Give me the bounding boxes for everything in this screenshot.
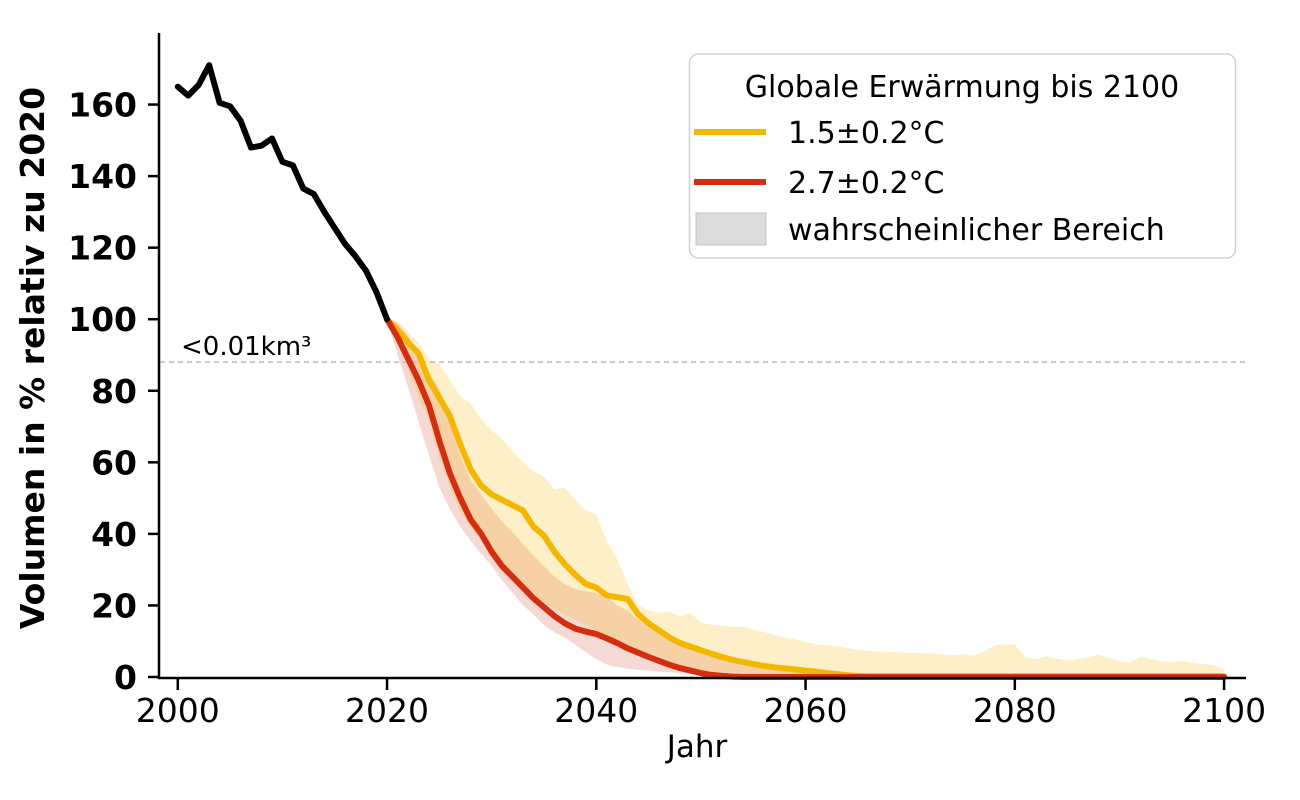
x-tick-label: 2020 (345, 691, 429, 730)
y-tick-label: 40 (91, 515, 137, 554)
x-axis-label: Jahr (665, 729, 728, 765)
y-tick-label: 60 (91, 443, 137, 482)
y-tick-label: 80 (91, 372, 137, 411)
x-tick-label: 2000 (136, 691, 220, 730)
y-tick-label: 120 (68, 229, 137, 268)
y-tick-label: 160 (68, 86, 137, 125)
legend-item-2-7c: 2.7±0.2°C (694, 166, 945, 201)
line-historisch (174, 62, 390, 323)
tick-marks-and-labels: 2000 2020 2040 2060 2080 21000204060801001201… (68, 86, 1266, 730)
legend-label-likely-range: wahrscheinlicher Bereich (788, 213, 1165, 248)
axes: 2000 2020 2040 2060 2080 21000204060801001201… (68, 33, 1266, 730)
y-tick-label: 20 (91, 586, 137, 625)
x-tick-label: 2080 (973, 691, 1057, 730)
y-tick-label: 140 (68, 157, 137, 196)
legend-item-1-5c: 1.5±0.2°C (694, 116, 945, 151)
x-tick-label: 2040 (554, 691, 638, 730)
legend-label-2-7c: 2.7±0.2°C (788, 166, 945, 201)
legend-box (688, 53, 1237, 259)
x-tick-label: 2060 (764, 691, 848, 730)
legend-title: Globale Erwärmung bis 2100 (745, 70, 1179, 105)
y-axis-label: Volumen in % relativ zu 2020 (13, 87, 52, 629)
legend-item-likely-range: wahrscheinlicher Bereich (695, 212, 1165, 248)
threshold-annotation: <0.01km³ (181, 332, 311, 362)
legend-label-1-5c: 1.5±0.2°C (788, 116, 945, 151)
y-tick-label: 0 (114, 658, 137, 697)
x-tick-label: 2100 (1182, 691, 1266, 730)
legend: Globale Erwärmung bis 2100 1.5±0.2°C 2.7… (688, 53, 1237, 259)
legend-patch-swatch-likely-range (695, 212, 767, 246)
y-tick-label: 100 (68, 300, 137, 339)
